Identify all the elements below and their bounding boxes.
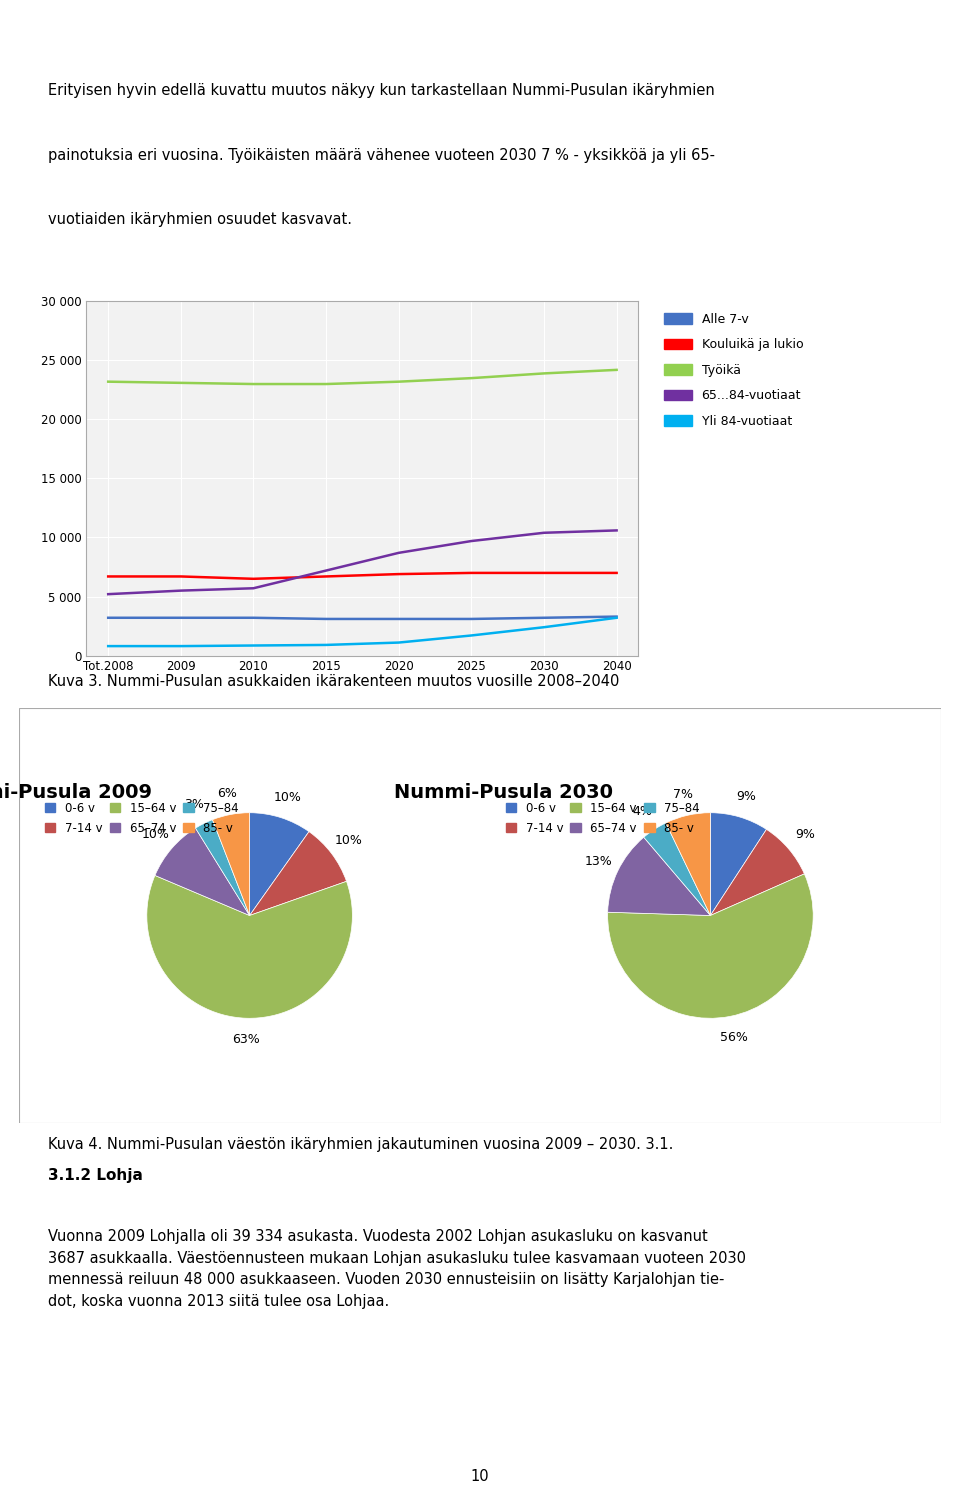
- Wedge shape: [608, 838, 710, 916]
- Legend: 0-6 v, 7-14 v, 15–64 v, 65–74 v, 75–84, 85- v: 0-6 v, 7-14 v, 15–64 v, 65–74 v, 75–84, …: [40, 797, 244, 839]
- Wedge shape: [710, 812, 766, 916]
- Text: Nummi-Pusula 2009: Nummi-Pusula 2009: [0, 784, 152, 802]
- Text: 6%: 6%: [217, 787, 237, 800]
- Wedge shape: [666, 812, 710, 916]
- Text: vuotiaiden ikäryhmien osuudet kasvavat.: vuotiaiden ikäryhmien osuudet kasvavat.: [48, 212, 352, 228]
- Wedge shape: [608, 874, 813, 1019]
- Wedge shape: [644, 823, 710, 916]
- Text: 63%: 63%: [232, 1034, 259, 1046]
- Wedge shape: [155, 829, 250, 916]
- Text: 10%: 10%: [274, 791, 301, 803]
- Wedge shape: [212, 812, 250, 916]
- Wedge shape: [250, 832, 347, 916]
- Text: 9%: 9%: [795, 829, 815, 841]
- Text: 3%: 3%: [184, 797, 204, 811]
- Text: Vuonna 2009 Lohjalla oli 39 334 asukasta. Vuodesta 2002 Lohjan asukasluku on kas: Vuonna 2009 Lohjalla oli 39 334 asukasta…: [48, 1230, 746, 1310]
- Text: Erityisen hyvin edellä kuvattu muutos näkyy kun tarkastellaan Nummi-Pusulan ikär: Erityisen hyvin edellä kuvattu muutos nä…: [48, 83, 715, 98]
- Wedge shape: [147, 876, 352, 1019]
- Text: Nummi-Pusula 2030: Nummi-Pusula 2030: [394, 784, 612, 802]
- Text: 13%: 13%: [585, 854, 612, 868]
- Text: Kuva 4. Nummi-Pusulan väestön ikäryhmien jakautuminen vuosina 2009 – 2030. 3.1.: Kuva 4. Nummi-Pusulan väestön ikäryhmien…: [48, 1138, 673, 1151]
- Text: 4%: 4%: [633, 805, 653, 818]
- Legend: 0-6 v, 7-14 v, 15–64 v, 65–74 v, 75–84, 85- v: 0-6 v, 7-14 v, 15–64 v, 65–74 v, 75–84, …: [501, 797, 705, 839]
- Text: 10%: 10%: [335, 833, 363, 847]
- Text: 3.1.2 Lohja: 3.1.2 Lohja: [48, 1168, 143, 1183]
- Wedge shape: [196, 820, 250, 916]
- Legend: Alle 7-v, Kouluikä ja lukio, Työikä, 65...84-vuotiaat, Yli 84-vuotiaat: Alle 7-v, Kouluikä ja lukio, Työikä, 65.…: [660, 307, 808, 433]
- Text: 7%: 7%: [673, 788, 693, 800]
- Text: 9%: 9%: [735, 790, 756, 803]
- Wedge shape: [250, 812, 309, 916]
- Text: 56%: 56%: [720, 1031, 748, 1044]
- Text: painotuksia eri vuosina. Työikäisten määrä vähenee vuoteen 2030 7 % - yksikköä j: painotuksia eri vuosina. Työikäisten mää…: [48, 148, 715, 163]
- Text: 10%: 10%: [141, 829, 169, 841]
- Wedge shape: [710, 829, 804, 916]
- Text: 10: 10: [470, 1469, 490, 1484]
- Text: Kuva 3. Nummi-Pusulan asukkaiden ikärakenteen muutos vuosille 2008–2040: Kuva 3. Nummi-Pusulan asukkaiden ikärake…: [48, 675, 619, 689]
